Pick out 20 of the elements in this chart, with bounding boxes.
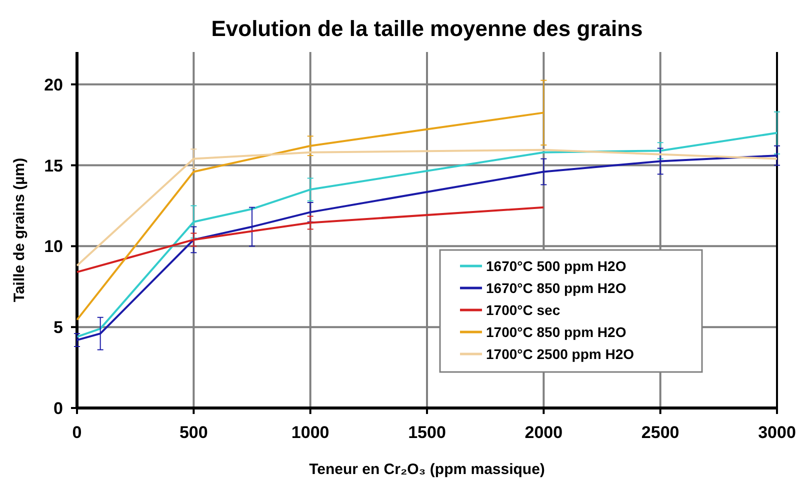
x-tick-label: 1000	[291, 423, 330, 442]
legend-label: 1670°C 500 ppm H2O	[486, 258, 626, 274]
legend-label: 1700°C 850 ppm H2O	[486, 324, 626, 340]
x-tick-label: 2000	[524, 423, 563, 442]
legend-label: 1670°C 850 ppm H2O	[486, 280, 626, 296]
x-tick-label: 0	[72, 423, 82, 442]
legend-label: 1700°C sec	[486, 302, 560, 318]
x-tick-label: 3000	[758, 423, 796, 442]
x-tick-label: 1500	[408, 423, 446, 442]
y-axis-title: Taille de grains (µm)	[11, 158, 28, 302]
x-axis-title: Teneur en Cr₂O₃ (ppm massique)	[309, 461, 545, 478]
x-tick-label: 500	[179, 423, 208, 442]
y-tick-label: 5	[54, 318, 63, 338]
y-tick-label: 10	[44, 237, 63, 256]
y-tick-label: 0	[54, 399, 63, 418]
y-tick-label: 20	[44, 75, 63, 94]
x-tick-label: 2500	[641, 423, 680, 442]
y-tick-label: 15	[44, 156, 63, 176]
legend-label: 1700°C 2500 ppm H2O	[486, 346, 634, 362]
chart-title: Evolution de la taille moyenne des grains	[211, 16, 643, 41]
